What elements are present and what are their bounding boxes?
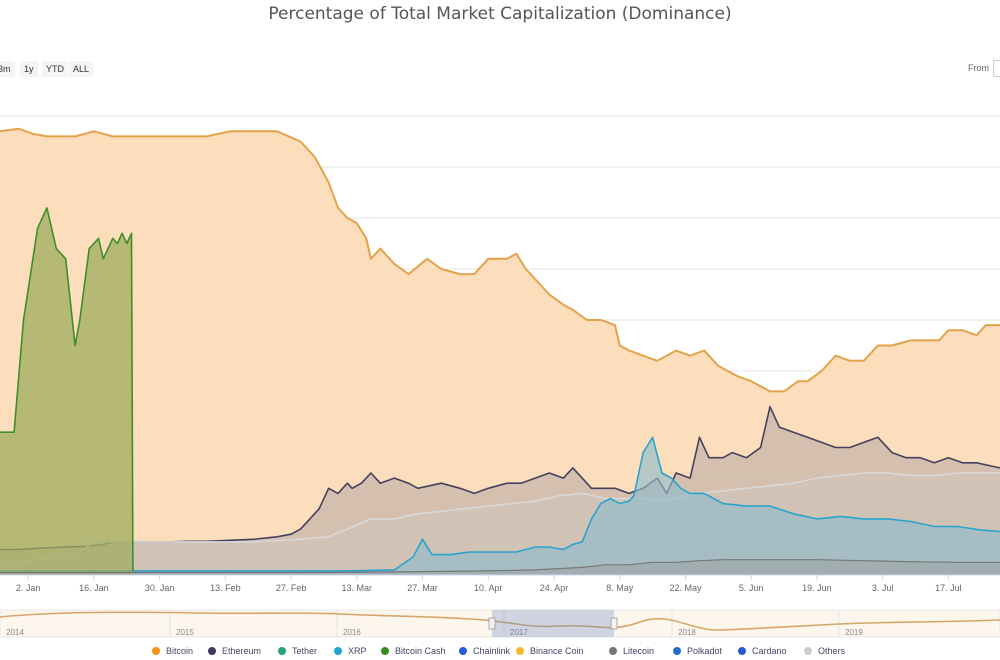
navigator-year-label: 2015 [176,628,194,637]
legend-label: Binance Coin [530,646,584,656]
dominance-chart: 2. Jan 16. Jan 30. Jan 13. Feb 27. Feb 13. Ma… [0,115,1000,638]
legend-marker-icon [381,647,389,655]
series-line-bitcoin-cash[interactable] [0,207,134,571]
x-tick-label: 5. Jun [739,583,764,593]
legend-label: Tether [292,646,318,656]
legend-label: Bitcoin [166,646,194,656]
series-line-others[interactable] [0,472,1000,564]
from-date-input[interactable] [993,60,1000,77]
x-tick-label: 8. May [606,583,634,593]
navigator-handle-right[interactable] [610,617,618,630]
x-tick-label: 17. Jul [935,583,962,593]
legend-item-xrp[interactable]: XRP [334,646,367,656]
series-area-bitcoin-cash [0,207,133,576]
x-tick-label: 10. Apr [474,583,503,593]
legend-label: Litecoin [623,646,655,656]
legend-label: Ethereum [222,646,262,656]
range-all-button[interactable]: ALL [69,61,94,77]
legend-marker-icon [208,647,216,655]
x-tick-label: 24. Apr [540,583,569,593]
range-ytd-button[interactable]: YTD [42,61,68,77]
legend-label: Polkadot [687,646,723,656]
navigator-year-label: 2016 [343,628,361,637]
navigator-selection[interactable] [492,610,614,637]
x-tick-label: 16. Jan [79,583,109,593]
navigator-series-line [0,611,1000,631]
navigator[interactable]: 2014 2015 2016 2017 2018 2019 [0,609,1000,638]
legend: Bitcoin Ethereum Tether XRP Bitcoin Cash Chai… [0,646,1000,660]
chart-title: Percentage of Total Market Capitalizatio… [268,4,732,24]
navigator-handle-left[interactable] [488,617,496,630]
legend-label: XRP [348,646,367,656]
navigator-year-label: 2014 [6,628,24,637]
legend-item-ethereum[interactable]: Ethereum [208,646,261,656]
legend-item-polkadot[interactable]: Polkadot [673,646,722,656]
x-tick-label: 3. Jul [872,583,894,593]
legend-item-tether[interactable]: Tether [278,646,317,656]
legend-item-litecoin[interactable]: Litecoin [609,646,654,656]
x-tick-label: 19. Jun [802,583,832,593]
series-area-xrp [0,437,1000,575]
legend-marker-icon [516,647,524,655]
series-line-litecoin[interactable] [0,559,1000,574]
series-line-bitcoin[interactable] [0,127,1000,393]
legend-marker-icon [673,647,681,655]
x-tick-label: 30. Jan [145,583,175,593]
legend-item-bitcoin-cash[interactable]: Bitcoin Cash [381,646,446,656]
legend-item-binance-coin[interactable]: Binance Coin [516,646,584,656]
legend-marker-icon [278,647,286,655]
range-1y-button[interactable]: 1y [20,61,38,77]
x-tick-label: 13. Feb [210,583,241,593]
range-3m-button[interactable]: 3m [0,61,15,77]
navigator-year-label: 2017 [510,628,528,637]
legend-marker-icon [152,647,160,655]
series-area-litecoin [0,559,1000,575]
from-label: From [968,63,989,73]
navigator-background [0,609,1000,638]
legend-marker-icon [804,647,812,655]
x-tick-label: 22. May [669,583,702,593]
x-tick-label: 13. Mar [342,583,373,593]
x-axis: 2. Jan 16. Jan 30. Jan 13. Feb 27. Feb 13. Ma… [0,574,1000,593]
series-areas [0,127,1000,576]
x-tick-label: 27. Mar [407,583,438,593]
legend-marker-icon [334,647,342,655]
navigator-year-label: 2018 [678,628,696,637]
navigator-year-label: 2019 [845,628,863,637]
legend-item-chainlink[interactable]: Chainlink [459,646,510,656]
x-tick-label: 2. Jan [16,583,41,593]
legend-label: Chainlink [473,646,511,656]
legend-item-cardano[interactable]: Cardano [738,646,787,656]
legend-item-others[interactable]: Others [804,646,845,656]
legend-marker-icon [738,647,746,655]
legend-label: Cardano [752,646,787,656]
legend-marker-icon [609,647,617,655]
legend-label: Bitcoin Cash [395,646,446,656]
series-line-xrp[interactable] [0,436,1000,572]
x-tick-label: 27. Feb [276,583,307,593]
legend-item-bitcoin[interactable]: Bitcoin [152,646,193,656]
legend-label: Others [818,646,846,656]
legend-marker-icon [459,647,467,655]
